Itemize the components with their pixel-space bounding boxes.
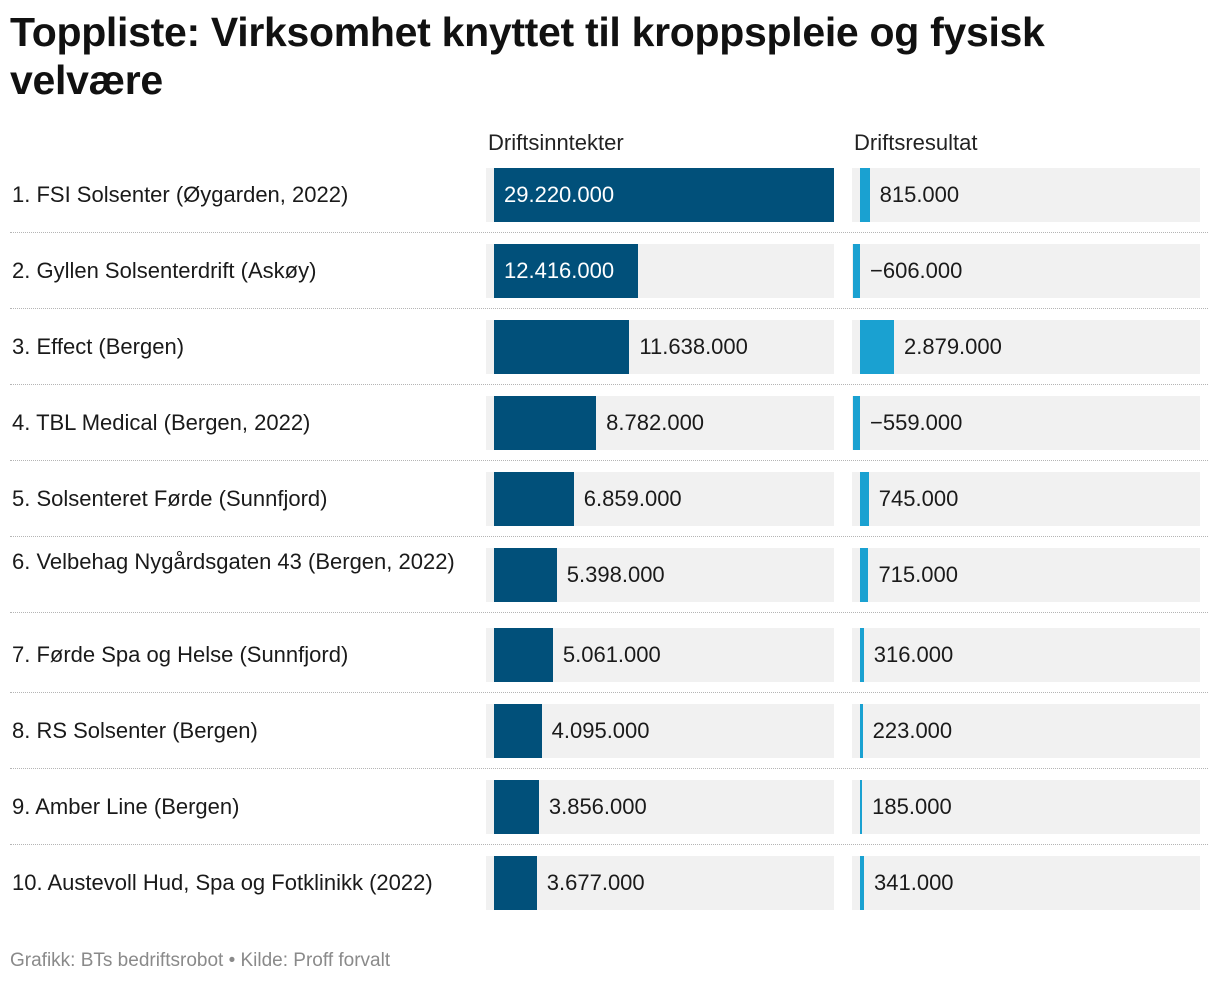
result-value: −606.000 xyxy=(870,258,963,283)
revenue-bar xyxy=(494,244,639,298)
result-bar xyxy=(860,856,865,910)
result-bar xyxy=(860,628,864,682)
revenue-bar xyxy=(494,780,539,834)
result-value: −559.000 xyxy=(870,410,963,435)
revenue-value: 3.677.000 xyxy=(546,870,645,895)
revenue-value: 6.859.000 xyxy=(583,486,682,511)
row-label: 4. TBL Medical (Bergen, 2022) xyxy=(12,410,311,435)
result-value: 745.000 xyxy=(878,486,959,511)
result-value: 2.879.000 xyxy=(904,334,1002,359)
result-track xyxy=(852,320,1200,374)
result-track xyxy=(852,780,1200,834)
revenue-bar xyxy=(494,396,597,450)
result-track xyxy=(852,856,1200,910)
revenue-track xyxy=(486,704,834,758)
result-track xyxy=(852,168,1200,222)
row-label: 1. FSI Solsenter (Øygarden, 2022) xyxy=(12,182,349,207)
row-divider xyxy=(10,612,1208,613)
revenue-bar xyxy=(494,168,834,222)
row-label: 2. Gyllen Solsenterdrift (Askøy) xyxy=(12,258,317,283)
revenue-bar xyxy=(494,628,553,682)
chart-table: 1. FSI Solsenter (Øygarden, 2022) 29.220.… xyxy=(10,168,1208,910)
row-divider xyxy=(10,768,1208,769)
revenue-value: 5.061.000 xyxy=(562,642,661,667)
result-bar xyxy=(860,168,870,222)
revenue-value: 29.220.000 xyxy=(504,182,615,207)
result-bar xyxy=(860,704,863,758)
result-value: 341.000 xyxy=(874,870,954,895)
row-label: 3. Effect (Bergen) xyxy=(12,334,185,359)
row-label: 7. Førde Spa og Helse (Sunnfjord) xyxy=(12,642,349,667)
revenue-bar xyxy=(494,548,557,602)
revenue-bar xyxy=(494,856,537,910)
row-divider xyxy=(10,460,1208,461)
result-bar xyxy=(860,320,894,374)
revenue-bar xyxy=(494,704,542,758)
result-bar xyxy=(860,780,863,834)
row-divider xyxy=(10,232,1208,233)
row-label: 5. Solsenteret Førde (Sunnfjord) xyxy=(12,486,328,511)
revenue-value: 4.095.000 xyxy=(551,718,650,743)
row-divider xyxy=(10,536,1208,537)
result-track xyxy=(852,628,1200,682)
chart-footer: Grafikk: BTs bedriftsrobot • Kilde: Prof… xyxy=(10,950,391,971)
column-header-revenue: Driftsinntekter xyxy=(488,130,624,155)
result-bar xyxy=(860,548,869,602)
result-value: 185.000 xyxy=(872,794,952,819)
row-label: 6. Velbehag Nygårdsgaten 43 (Bergen, 202… xyxy=(12,549,455,574)
row-divider xyxy=(10,384,1208,385)
revenue-bar xyxy=(494,320,630,374)
result-track xyxy=(852,548,1200,602)
chart-title: Toppliste: Virksomhet knyttet til kropps… xyxy=(10,9,1045,103)
result-track xyxy=(852,396,1200,450)
result-value: 715.000 xyxy=(878,562,958,587)
result-bar xyxy=(853,396,860,450)
revenue-value: 8.782.000 xyxy=(606,410,705,435)
revenue-value: 3.856.000 xyxy=(548,794,647,819)
revenue-value: 5.398.000 xyxy=(566,562,665,587)
row-divider xyxy=(10,692,1208,693)
result-track xyxy=(852,472,1200,526)
result-track xyxy=(852,244,1200,298)
revenue-value: 12.416.000 xyxy=(504,258,615,283)
result-value: 223.000 xyxy=(872,718,953,743)
revenue-value: 11.638.000 xyxy=(639,334,748,359)
row-label: 10. Austevoll Hud, Spa og Fotklinikk (20… xyxy=(12,870,433,895)
row-divider xyxy=(10,844,1208,845)
result-value: 815.000 xyxy=(879,182,960,207)
row-divider xyxy=(10,308,1208,309)
result-track xyxy=(852,704,1200,758)
revenue-track xyxy=(486,780,834,834)
row-label: 9. Amber Line (Bergen) xyxy=(12,794,240,819)
result-value: 316.000 xyxy=(873,642,954,667)
row-label: 8. RS Solsenter (Bergen) xyxy=(12,718,258,743)
result-bar xyxy=(852,244,860,298)
result-bar xyxy=(860,472,869,526)
revenue-bar xyxy=(494,472,574,526)
column-header-result: Driftsresultat xyxy=(854,130,978,155)
revenue-track xyxy=(486,856,834,910)
